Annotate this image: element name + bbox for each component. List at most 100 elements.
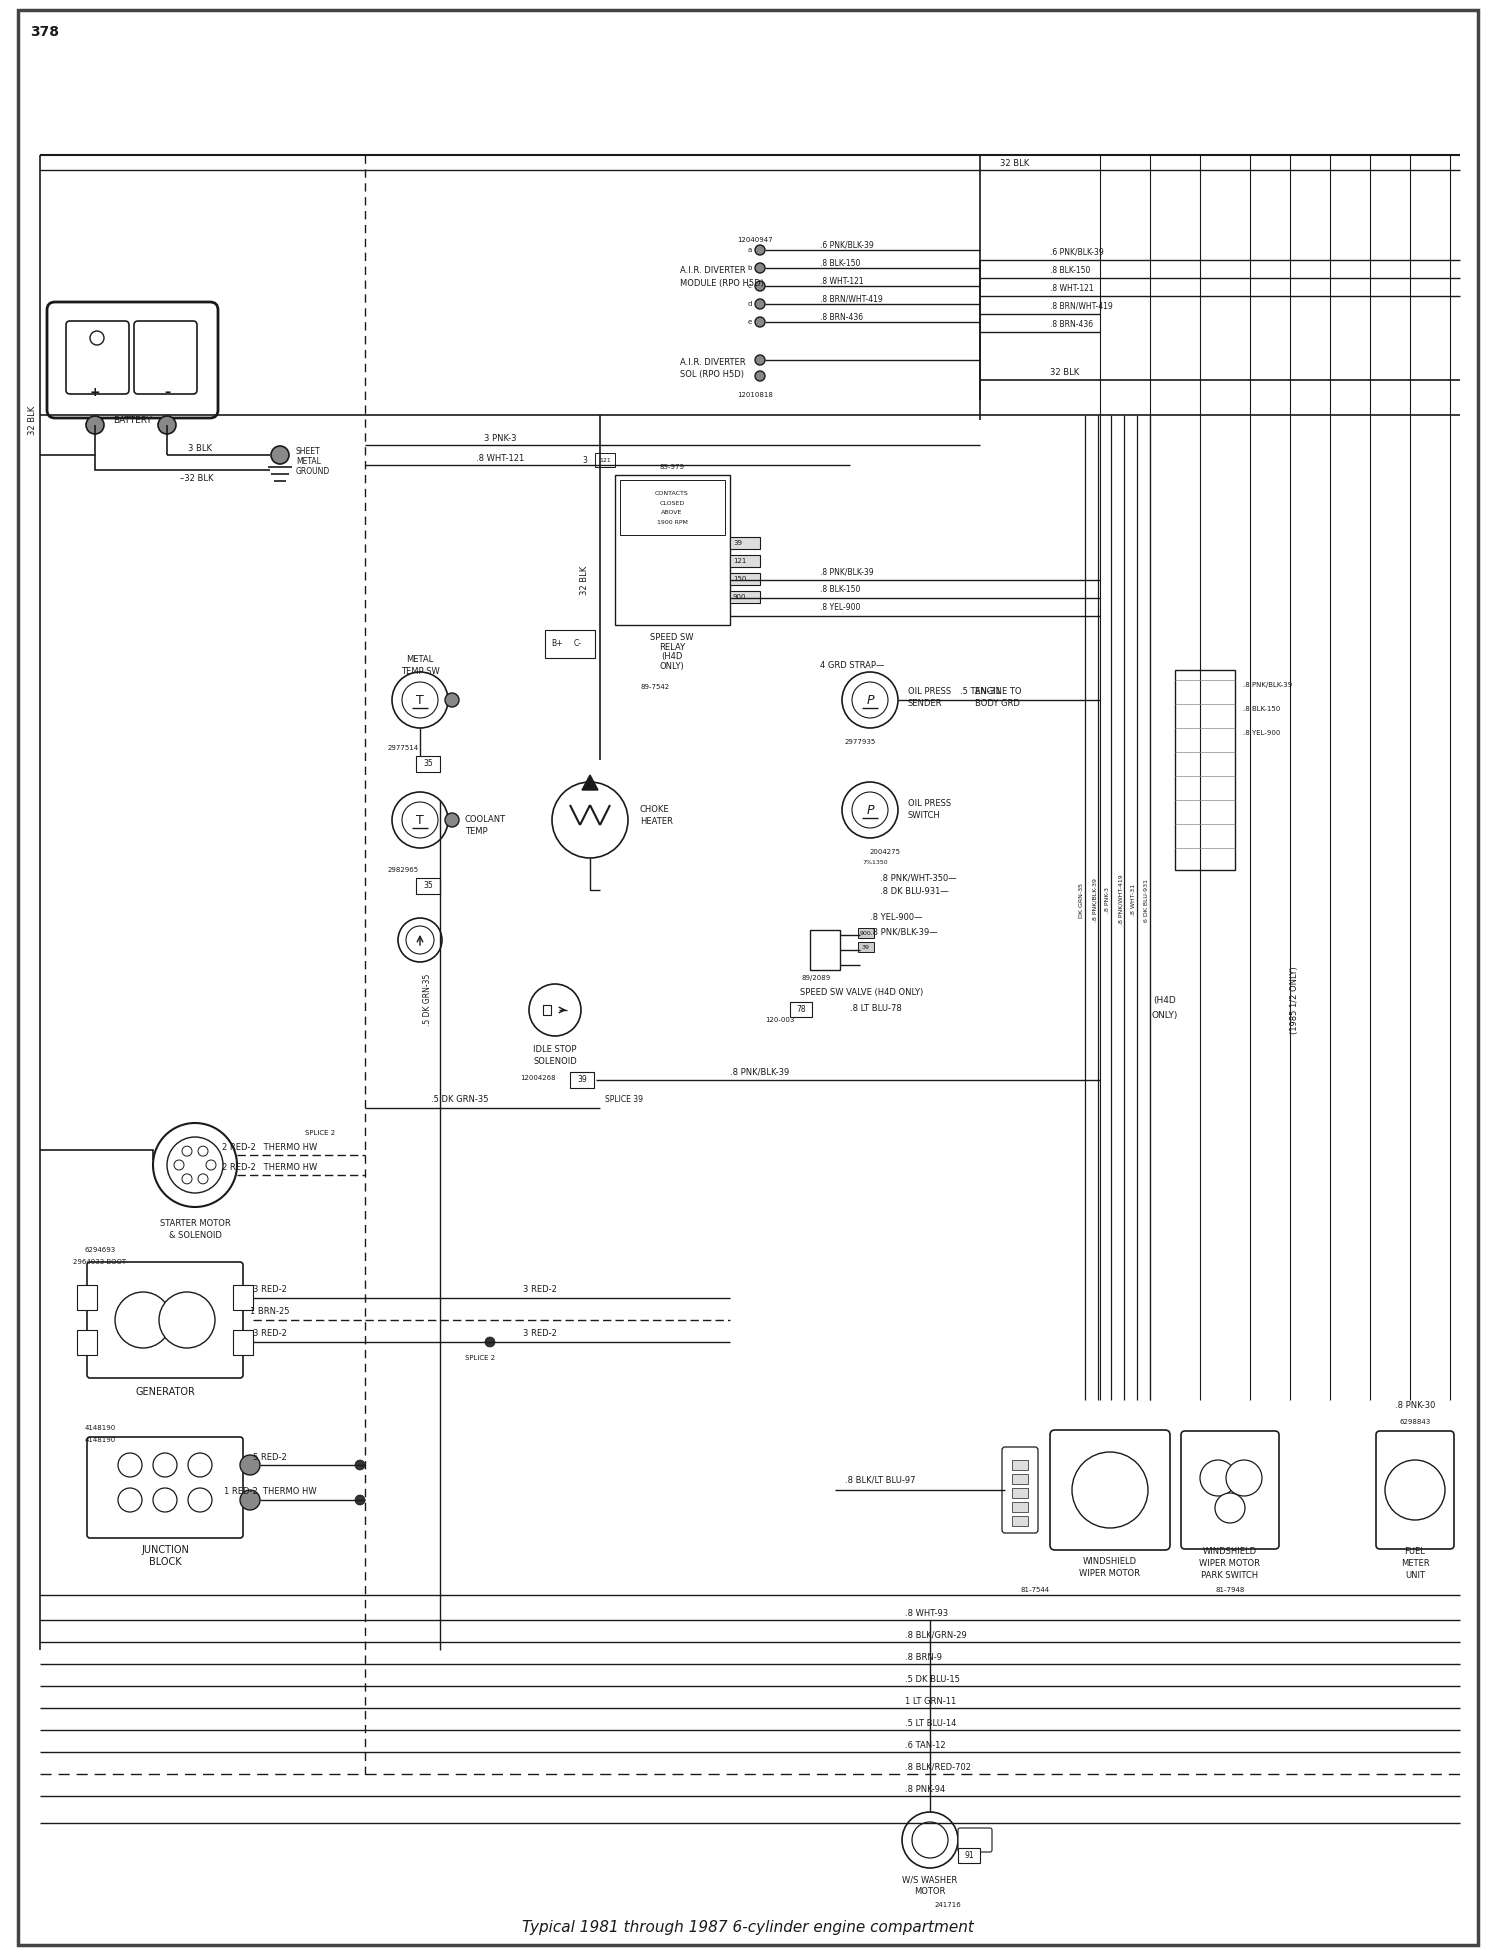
Text: TEMP SW: TEMP SW [401, 667, 440, 676]
Bar [1011, 1460, 1028, 1470]
Text: 6294693: 6294693 [84, 1247, 115, 1253]
Text: 1900 RPM: 1900 RPM [657, 520, 688, 526]
Text: CLOSED: CLOSED [660, 500, 685, 506]
Text: GROUND: GROUND [296, 467, 331, 475]
Text: 2977514: 2977514 [387, 745, 419, 751]
Text: 89/2089: 89/2089 [802, 976, 832, 981]
FancyBboxPatch shape [66, 321, 129, 395]
Text: .8 LT BLU-78: .8 LT BLU-78 [850, 1003, 902, 1013]
Text: .6 TAN-12: .6 TAN-12 [905, 1740, 945, 1750]
Text: W/S WASHER: W/S WASHER [902, 1875, 957, 1885]
Text: SHEET: SHEET [296, 448, 320, 456]
Bar [1011, 1488, 1028, 1498]
Text: BODY GRD: BODY GRD [975, 700, 1020, 708]
Circle shape [118, 1488, 142, 1511]
Text: (H4D: (H4D [1153, 995, 1176, 1005]
Text: b: b [748, 266, 752, 272]
Text: 39: 39 [577, 1075, 586, 1085]
Circle shape [188, 1488, 212, 1511]
Text: .8 PNK-30: .8 PNK-30 [1394, 1400, 1435, 1410]
Text: SPLICE 2: SPLICE 2 [305, 1130, 335, 1136]
Circle shape [842, 782, 898, 839]
Bar [859, 942, 874, 952]
Circle shape [239, 1490, 260, 1509]
Text: .8 WHT-121: .8 WHT-121 [1050, 283, 1094, 293]
Text: 150: 150 [733, 577, 747, 583]
Text: 900: 900 [733, 594, 747, 600]
Text: .5 DK BLU-15: .5 DK BLU-15 [905, 1675, 960, 1683]
Text: .8 BRN-436: .8 BRN-436 [820, 313, 863, 321]
Text: .8 WHT-93: .8 WHT-93 [905, 1609, 948, 1617]
Text: e: e [748, 319, 752, 325]
Text: (H4D: (H4D [661, 653, 682, 661]
Text: 2 RED-2   THERMO HW: 2 RED-2 THERMO HW [223, 1142, 317, 1151]
Text: 39: 39 [733, 540, 742, 545]
Text: SPEED SW: SPEED SW [651, 633, 694, 641]
Polygon shape [582, 774, 598, 790]
Text: SPLICE 2: SPLICE 2 [465, 1355, 495, 1361]
Circle shape [1200, 1460, 1236, 1496]
Bar [730, 555, 760, 567]
Text: STARTER MOTOR: STARTER MOTOR [160, 1218, 230, 1228]
Text: B+: B+ [551, 639, 562, 649]
Text: SWITCH: SWITCH [908, 811, 941, 821]
Circle shape [118, 1453, 142, 1476]
Circle shape [183, 1146, 191, 1155]
Bar [730, 573, 760, 585]
Text: 3 PNK-3: 3 PNK-3 [483, 434, 516, 442]
Text: PARK SWITCH: PARK SWITCH [1201, 1572, 1258, 1580]
FancyBboxPatch shape [957, 1828, 992, 1851]
Text: 378: 378 [30, 25, 58, 39]
Text: 12010818: 12010818 [738, 393, 773, 399]
Text: & SOLENOID: & SOLENOID [169, 1230, 221, 1239]
Text: 35: 35 [423, 882, 432, 890]
Text: 3 RED-2: 3 RED-2 [253, 1286, 287, 1294]
Text: .8 PNK/BLK-39: .8 PNK/BLK-39 [730, 1067, 790, 1077]
Text: ENGINE TO: ENGINE TO [975, 688, 1022, 696]
Circle shape [355, 1460, 365, 1470]
Text: .8 BRN-9: .8 BRN-9 [905, 1652, 942, 1662]
Text: FUEL: FUEL [1405, 1548, 1426, 1556]
Text: .8 BLK/LT BLU-97: .8 BLK/LT BLU-97 [845, 1476, 916, 1484]
Text: .8 PNK/BLK-39: .8 PNK/BLK-39 [820, 567, 874, 577]
Text: .8 BLK-150: .8 BLK-150 [820, 585, 860, 594]
Text: 3 RED-2: 3 RED-2 [524, 1329, 557, 1339]
Text: BATTERY: BATTERY [114, 416, 153, 424]
Text: c: c [748, 283, 752, 289]
Text: COOLANT: COOLANT [465, 815, 506, 825]
Circle shape [913, 1822, 948, 1857]
Text: .6 PNK/BLK-39: .6 PNK/BLK-39 [1050, 248, 1104, 256]
Text: ABOVE: ABOVE [661, 510, 682, 516]
Circle shape [402, 682, 438, 717]
Text: 78: 78 [796, 1005, 806, 1013]
Circle shape [755, 299, 764, 309]
Text: 6 DK BLU-931: 6 DK BLU-931 [1144, 878, 1149, 921]
Text: 120-003: 120-003 [766, 1017, 794, 1022]
Text: OIL PRESS: OIL PRESS [908, 800, 951, 809]
Text: .8 PNK/WHT-419: .8 PNK/WHT-419 [1119, 874, 1123, 925]
Text: A.I.R. DIVERTER: A.I.R. DIVERTER [681, 266, 745, 274]
Circle shape [85, 416, 105, 434]
Text: 3 RED-2: 3 RED-2 [253, 1329, 287, 1339]
Text: JUNCTION: JUNCTION [141, 1544, 188, 1554]
Text: P: P [866, 694, 874, 706]
Text: .8 BRN-436: .8 BRN-436 [1050, 319, 1094, 328]
Circle shape [755, 244, 764, 254]
Bar [416, 757, 440, 772]
Circle shape [168, 1138, 223, 1193]
Circle shape [402, 802, 438, 839]
Text: UNIT: UNIT [1405, 1572, 1426, 1580]
Bar [1011, 1515, 1028, 1527]
Text: .5 DK GRN-35: .5 DK GRN-35 [431, 1095, 489, 1105]
Text: .8 BLK-150: .8 BLK-150 [1050, 266, 1091, 274]
FancyBboxPatch shape [1002, 1447, 1038, 1533]
Text: 3 RED-2: 3 RED-2 [524, 1286, 557, 1294]
Text: 3 BLK: 3 BLK [188, 444, 212, 452]
Bar [1011, 1474, 1028, 1484]
Text: 4148190: 4148190 [84, 1437, 115, 1443]
Text: 39: 39 [862, 944, 871, 950]
Text: .8 BRN/WHT-419: .8 BRN/WHT-419 [820, 295, 883, 303]
Circle shape [392, 792, 447, 848]
Text: 4148190: 4148190 [84, 1425, 115, 1431]
Text: RELAY: RELAY [658, 643, 685, 651]
